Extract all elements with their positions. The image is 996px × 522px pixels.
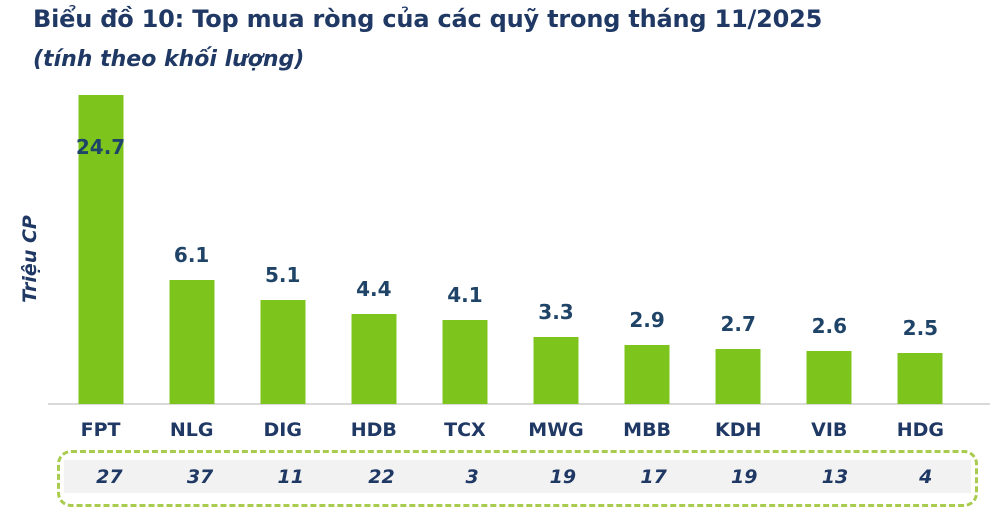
bar-column-FPT: 24.7	[55, 95, 146, 404]
bar-HDB	[351, 314, 397, 404]
footer-value-NLG: 37	[186, 465, 214, 488]
footer-value-HDB: 22	[368, 465, 395, 488]
footer-value-MBB: 17	[640, 465, 667, 488]
value-label-TCX: 4.1	[447, 283, 483, 307]
y-axis-label: Triệu CP	[19, 215, 41, 303]
footer-value-TCX: 3	[465, 465, 479, 488]
value-label-DIG: 5.1	[265, 263, 301, 287]
value-label-MBB: 2.9	[629, 308, 665, 332]
category-label-FPT: FPT	[80, 419, 121, 441]
bar-column-DIG: 5.1	[237, 95, 328, 404]
bar-column-TCX: 4.1	[419, 95, 510, 404]
category-label-MBB: MBB	[623, 419, 672, 441]
bar-MWG	[533, 337, 579, 404]
bar-column-NLG: 6.1	[146, 95, 237, 404]
bar-TCX	[442, 320, 488, 404]
plot-area: 24.7 6.1 5.1 4.4 4.1 3.3 2.9 2.7 2.6 2.5	[55, 95, 966, 404]
x-axis-line	[48, 403, 990, 405]
footer-value-HDG: 4	[919, 465, 933, 488]
category-label-VIB: VIB	[811, 419, 848, 441]
category-label-NLG: NLG	[169, 419, 214, 441]
category-labels-row: FPT NLG DIG HDB TCX MWG MBB KDH VIB HDG	[55, 419, 966, 441]
footer-value-KDH: 19	[731, 465, 758, 488]
bar-HDG	[897, 353, 943, 404]
chart-title: Biểu đồ 10: Top mua ròng của các quỹ tro…	[33, 5, 823, 33]
value-label-MWG: 3.3	[538, 300, 574, 324]
bar-column-HDG: 2.5	[875, 95, 966, 404]
footer-values-row: 27 37 11 22 3 19 17 19 13 4	[64, 460, 971, 493]
value-label-HDG: 2.5	[902, 316, 939, 340]
bar-KDH	[715, 349, 761, 404]
category-label-HDG: HDG	[896, 419, 945, 441]
chart-subtitle: (tính theo khối lượng)	[33, 47, 305, 72]
category-label-DIG: DIG	[263, 419, 302, 441]
value-label-FPT: 24.7	[75, 135, 126, 159]
value-label-HDB: 4.4	[356, 277, 392, 301]
bar-DIG	[260, 300, 306, 404]
value-label-KDH: 2.7	[720, 312, 756, 336]
footer-dashed-box: 27 37 11 22 3 19 17 19 13 4	[57, 450, 978, 507]
value-label-VIB: 2.6	[811, 314, 848, 338]
value-label-NLG: 6.1	[173, 243, 210, 267]
bar-MBB	[624, 345, 670, 404]
category-label-HDB: HDB	[350, 419, 397, 441]
bar-column-HDB: 4.4	[328, 95, 419, 404]
category-label-MWG: MWG	[528, 419, 584, 441]
footer-value-VIB: 13	[821, 465, 849, 488]
footer-value-MWG: 19	[549, 465, 577, 488]
bar-column-KDH: 2.7	[693, 95, 784, 404]
footer-value-DIG: 11	[277, 465, 304, 488]
bar-VIB	[806, 351, 852, 404]
category-label-KDH: KDH	[715, 419, 762, 441]
bar-column-MWG: 3.3	[510, 95, 601, 404]
footer-value-FPT: 27	[96, 465, 123, 488]
category-label-TCX: TCX	[444, 419, 486, 441]
bar-column-VIB: 2.6	[784, 95, 875, 404]
bar-column-MBB: 2.9	[602, 95, 693, 404]
bar-NLG	[169, 280, 215, 404]
bar-FPT	[78, 95, 124, 404]
